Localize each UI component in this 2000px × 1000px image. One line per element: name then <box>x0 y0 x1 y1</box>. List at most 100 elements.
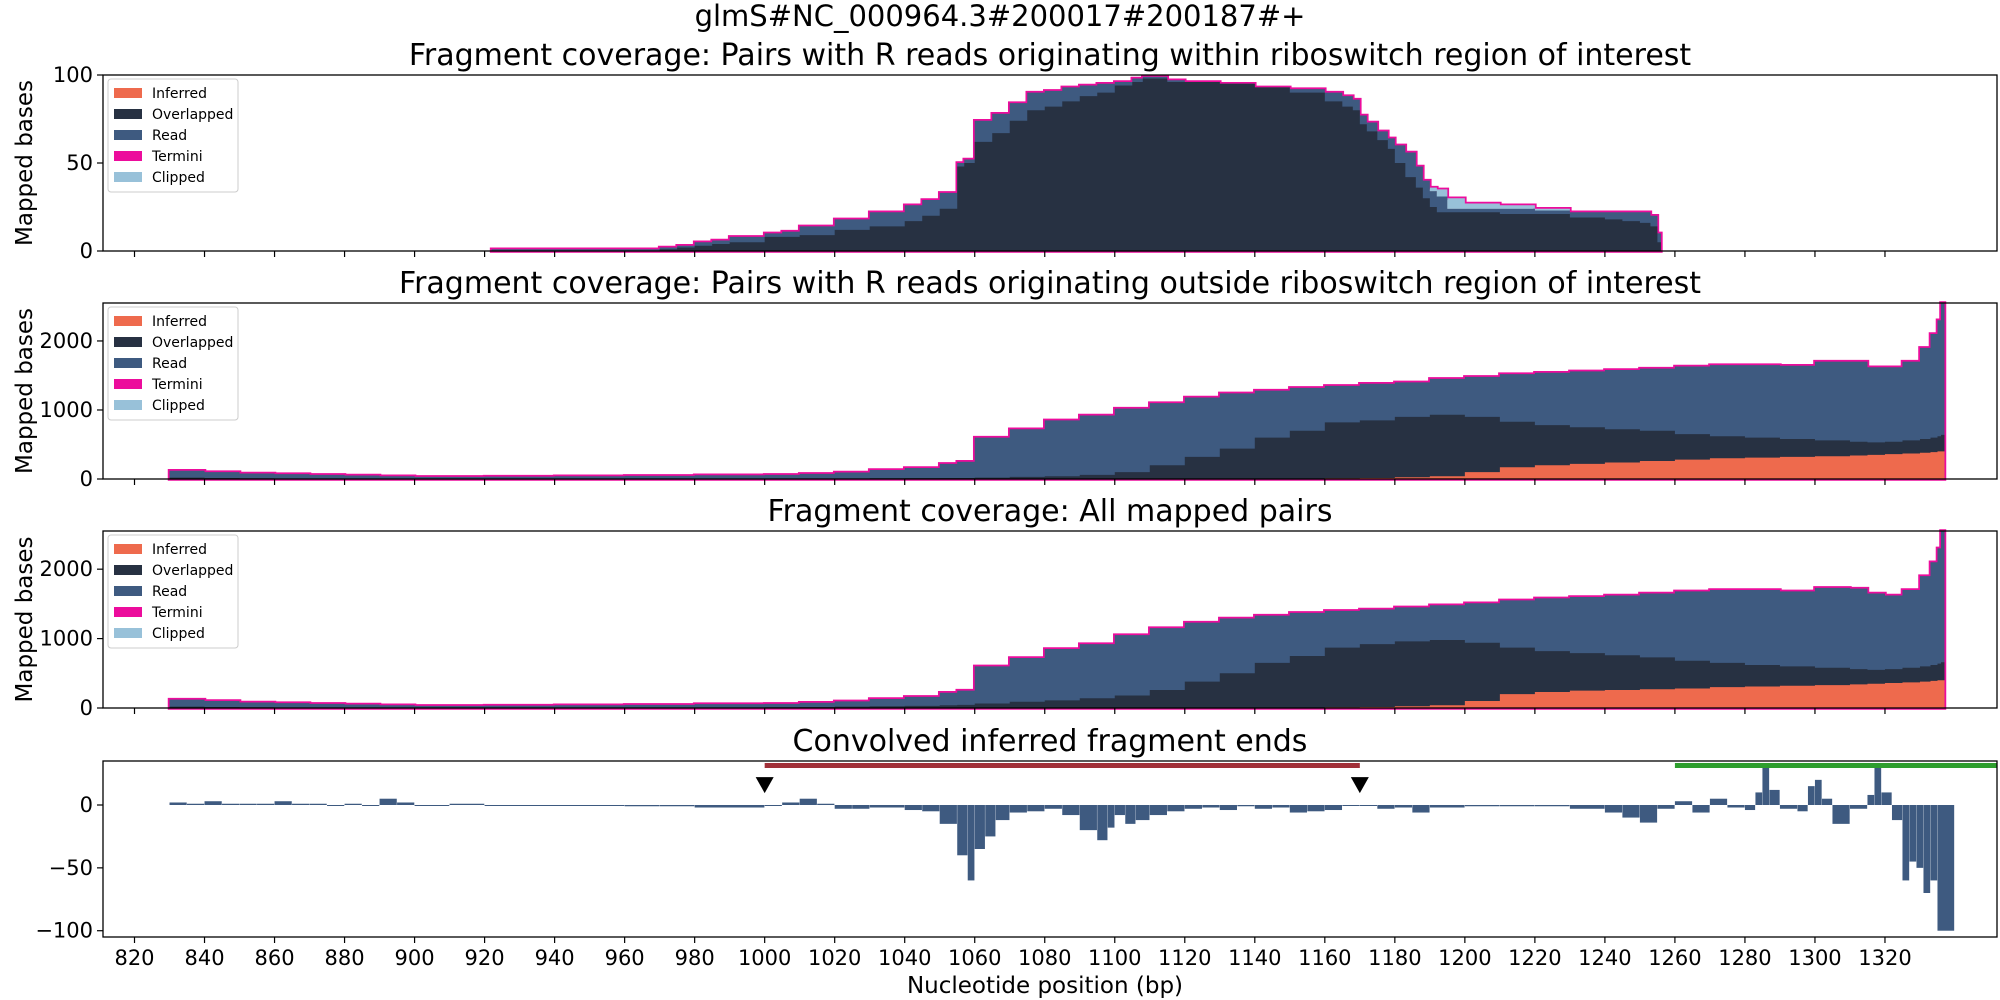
conv-bar <box>1499 805 1535 807</box>
legend-swatch-termini <box>114 151 142 161</box>
conv-bar <box>1412 805 1430 813</box>
x-tick-label: 1320 <box>1858 946 1911 970</box>
conv-bar <box>869 805 905 808</box>
legend-swatch-read <box>114 130 142 140</box>
conv-bar <box>1307 805 1325 812</box>
conv-bar <box>1272 805 1290 808</box>
conv-bar <box>1814 779 1822 805</box>
conv-bar <box>817 803 835 805</box>
legend-label-termini: Termini <box>151 149 203 165</box>
conv-bar <box>1709 798 1728 805</box>
x-tick-label: 880 <box>325 946 365 970</box>
conv-bar <box>1237 805 1255 807</box>
conv-bar <box>1062 805 1080 816</box>
conv-bar <box>1930 805 1938 881</box>
y-tick-label: 1000 <box>40 627 93 651</box>
conv-bar <box>1821 798 1833 805</box>
conv-bar <box>1107 805 1115 828</box>
conv-bar <box>1342 805 1360 806</box>
y-tick-label: 50 <box>66 151 93 175</box>
legend-swatch-inferred <box>114 544 142 554</box>
conv-bar <box>1202 805 1220 808</box>
overlapped-series <box>491 78 1661 252</box>
plot-frame <box>102 302 1998 480</box>
legend-label-inferred: Inferred <box>152 542 207 558</box>
x-tick-label: 960 <box>605 946 645 970</box>
conv-bar <box>397 802 415 805</box>
conv-bar <box>169 802 187 805</box>
legend-swatch-clipped <box>114 400 142 410</box>
x-axis-label: Nucleotide position (bp) <box>907 973 1183 999</box>
conv-bar <box>1755 792 1763 805</box>
conv-bar <box>782 802 800 805</box>
x-tick-label: 820 <box>114 946 154 970</box>
conv-bar <box>764 805 782 806</box>
x-tick-label: 1220 <box>1508 946 1561 970</box>
x-tick-label: 980 <box>675 946 715 970</box>
x-tick-label: 1160 <box>1298 946 1351 970</box>
conv-bar <box>1097 805 1108 841</box>
legend-label-read: Read <box>152 584 187 600</box>
x-tick-label: 1100 <box>1088 946 1141 970</box>
conv-bar <box>1639 805 1658 823</box>
conv-bar <box>1769 789 1780 805</box>
conv-bar <box>1079 805 1097 831</box>
x-tick-label: 840 <box>184 946 224 970</box>
legend-swatch-clipped <box>114 172 142 182</box>
conv-bar <box>1534 805 1570 807</box>
y-tick-label: −50 <box>49 856 93 880</box>
conv-bar <box>1464 805 1500 807</box>
legend-label-overlapped: Overlapped <box>152 107 233 123</box>
x-tick-label: 940 <box>535 946 575 970</box>
conv-bar <box>974 805 985 849</box>
conv-bar <box>1394 805 1413 808</box>
legend-swatch-overlapped <box>114 109 142 119</box>
legend-box <box>107 534 239 649</box>
conv-bar <box>1324 805 1343 811</box>
conv-bar <box>484 805 625 806</box>
conv-bar <box>1891 805 1903 821</box>
y-tick-label: 0 <box>80 696 93 720</box>
y-axis-label: Mapped bases <box>12 80 38 246</box>
conv-bar <box>1779 805 1798 809</box>
legend-swatch-overlapped <box>114 337 142 347</box>
inferred-series <box>169 451 1945 479</box>
conv-bar <box>799 798 817 805</box>
boundary-marker <box>1350 777 1369 794</box>
y-tick-label: 2000 <box>40 329 93 353</box>
conv-bar <box>1219 805 1237 811</box>
conv-bar <box>1167 805 1185 812</box>
figure-suptitle: glmS#NC_000964.3#200017#200187#+ <box>695 0 1306 33</box>
legend-label-read: Read <box>152 128 187 144</box>
legend-swatch-inferred <box>114 88 142 98</box>
conv-bar <box>1657 805 1675 809</box>
conv-bar <box>659 805 695 807</box>
conv-bar <box>1184 805 1202 809</box>
conv-bar <box>1009 805 1027 813</box>
y-axis-label: Mapped bases <box>12 308 38 474</box>
conv-bar <box>292 803 310 805</box>
conv-bar <box>1762 767 1770 805</box>
legend-swatch-termini <box>114 607 142 617</box>
conv-bar <box>1874 767 1882 805</box>
conv-bar <box>1744 805 1756 811</box>
conv-bar <box>1114 805 1125 816</box>
conv-bar <box>1916 805 1924 868</box>
conv-bar <box>1909 805 1917 862</box>
y-tick-label: 0 <box>80 467 93 491</box>
conv-bar <box>1377 805 1395 809</box>
overlapped-series <box>169 414 1945 479</box>
conv-bar <box>967 805 975 881</box>
legend-label-termini: Termini <box>151 377 203 393</box>
legend-swatch-inferred <box>114 316 142 326</box>
conv-bar <box>414 805 450 806</box>
x-tick-label: 1080 <box>1018 946 1071 970</box>
x-tick-label: 1000 <box>738 946 791 970</box>
legend-swatch-clipped <box>114 628 142 638</box>
x-tick-label: 1180 <box>1368 946 1421 970</box>
conv-bar <box>362 805 380 806</box>
conv-bar <box>922 805 940 812</box>
legend-swatch-read <box>114 586 142 596</box>
panel-title: Fragment coverage: Pairs with R reads or… <box>409 38 1692 73</box>
